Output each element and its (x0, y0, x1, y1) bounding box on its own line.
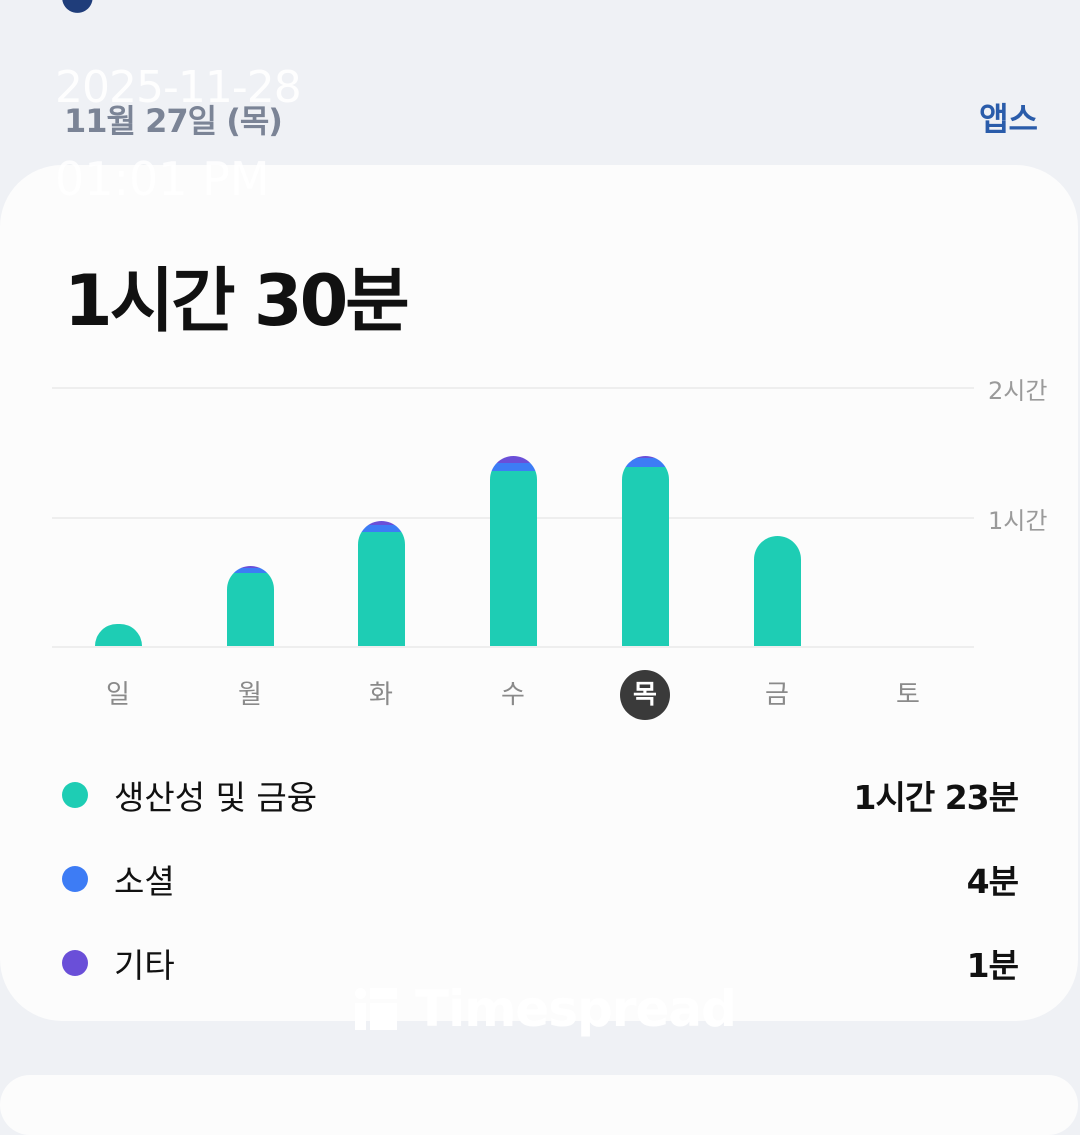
timestamp-date-overlay: 2025-11-28 (55, 62, 302, 113)
bar-segment-1 (358, 525, 405, 532)
bar-segment-0 (227, 572, 274, 646)
bar-segment-2 (490, 456, 537, 463)
selected-date[interactable]: 11월 27일 (목) (64, 102, 283, 140)
bar-segment-2 (227, 566, 274, 569)
day-label[interactable]: 토 (896, 680, 920, 710)
bar-segment-0 (490, 471, 537, 646)
bar-segment-2 (358, 520, 405, 526)
bar-segment-0 (622, 466, 669, 646)
timestamp-time-overlay: 01:01 PM (55, 152, 270, 206)
legend-dot-productivity (62, 782, 88, 808)
day-label[interactable]: 목 (620, 670, 670, 720)
legend-name: 생산성 및 금융 (114, 778, 318, 817)
day-label[interactable]: 금 (765, 680, 789, 710)
bar-segment-1 (227, 568, 274, 573)
total-usage-time: 1시간 30분 (64, 260, 410, 342)
bar-segment-2 (622, 456, 669, 459)
baseline (52, 646, 974, 648)
bar-segment-1 (490, 462, 537, 472)
legend-value: 4분 (966, 862, 1019, 901)
usage-card (0, 165, 1078, 1021)
day-label[interactable]: 월 (238, 680, 262, 710)
bar-수[interactable] (490, 456, 537, 646)
timespread-watermark-logo: Timespread (355, 980, 737, 1038)
y-tick-label: 2시간 (988, 377, 1048, 405)
legend-dot-social (62, 866, 88, 892)
day-label[interactable]: 화 (369, 680, 393, 710)
bar-목[interactable] (622, 456, 669, 646)
next-card (0, 1075, 1078, 1135)
gridline (52, 387, 974, 389)
legend-value: 1시간 23분 (853, 778, 1019, 817)
bar-segment-1 (622, 458, 669, 467)
legend-value: 1분 (966, 946, 1019, 985)
apps-link[interactable]: 앱스 (979, 100, 1038, 138)
bar-일[interactable] (95, 624, 142, 646)
bar-segment-0 (358, 531, 405, 646)
legend-name: 소셜 (114, 862, 175, 901)
day-label[interactable]: 일 (106, 680, 130, 710)
bar-화[interactable] (358, 520, 405, 646)
legend-item[interactable]: 기타 1분 (62, 938, 1019, 988)
bar-segment-0 (754, 535, 801, 646)
timespread-logo-icon (355, 988, 397, 1030)
legend-item[interactable]: 생산성 및 금융 1시간 23분 (62, 770, 1019, 820)
legend-name: 기타 (114, 946, 175, 985)
page-title-partial: ● (60, 0, 95, 18)
day-label[interactable]: 수 (501, 680, 525, 710)
legend-dot-other (62, 950, 88, 976)
bar-금[interactable] (754, 535, 801, 646)
bar-segment-0 (95, 624, 142, 646)
logo-text: Timespread (415, 980, 737, 1038)
bar-월[interactable] (227, 566, 274, 646)
legend-item[interactable]: 소셜 4분 (62, 854, 1019, 904)
y-tick-label: 1시간 (988, 506, 1048, 535)
